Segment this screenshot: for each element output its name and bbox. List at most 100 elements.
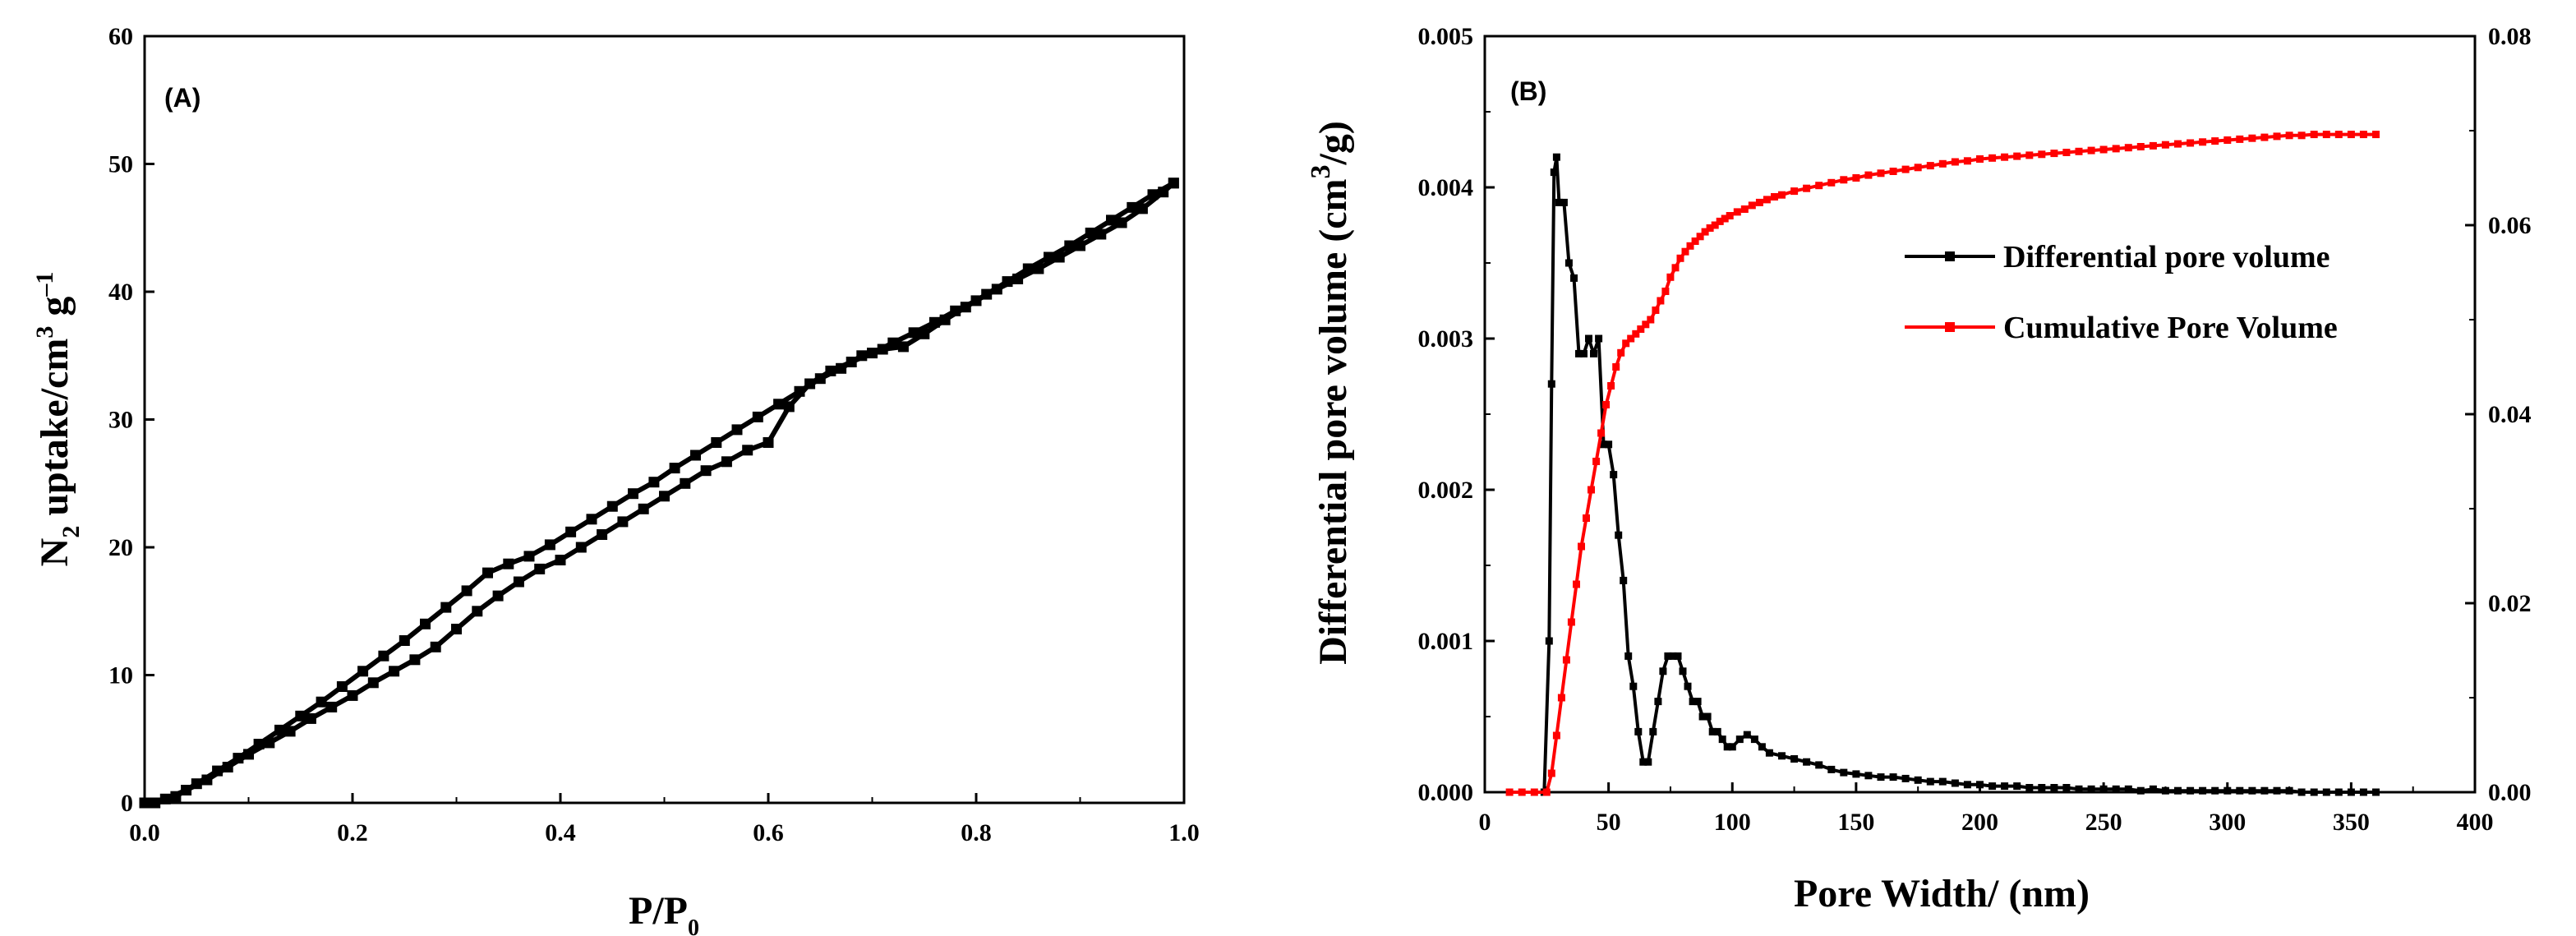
y-tick-label: 0.001 <box>1418 628 1474 655</box>
data-point-cumulative-pore-volume <box>1951 158 1959 166</box>
data-point-cumulative-pore-volume <box>1671 264 1680 272</box>
legend-label-differential: Differential pore volume <box>2003 240 2330 274</box>
data-point-desorption <box>1127 201 1138 213</box>
y-tick-label: 0.000 <box>1418 779 1474 806</box>
x-tick-label: 0.4 <box>545 819 576 846</box>
y-label-a-sup: 3 <box>31 326 58 339</box>
x-tick-label: 50 <box>1597 809 1621 836</box>
data-point-differential-pore-volume <box>1545 637 1553 645</box>
data-point-differential-pore-volume <box>2347 788 2355 796</box>
data-point-differential-pore-volume <box>2001 782 2009 791</box>
data-point-cumulative-pore-volume <box>1647 316 1655 324</box>
data-point-cumulative-pore-volume <box>1505 788 1514 796</box>
data-point-differential-pore-volume <box>2112 785 2120 793</box>
data-point-cumulative-pore-volume <box>1612 363 1620 371</box>
data-point-adsorption <box>409 654 421 666</box>
data-point-cumulative-pore-volume <box>1938 159 1947 168</box>
chart-panel-b: 0 50 100 150 200 250 300 350 400 0.000 0.001 0.002 0… <box>1306 23 2532 915</box>
data-point-differential-pore-volume <box>1708 727 1717 735</box>
data-point-cumulative-pore-volume <box>1706 224 1714 232</box>
x-axis-label-a-sub: 0 <box>688 915 699 936</box>
data-point-differential-pore-volume <box>2062 784 2071 791</box>
data-point-differential-pore-volume <box>1827 765 1836 773</box>
data-point-cumulative-pore-volume <box>1597 429 1606 437</box>
data-point-differential-pore-volume <box>1723 743 1731 751</box>
data-point-cumulative-pore-volume <box>1701 228 1709 236</box>
data-point-desorption <box>170 791 182 802</box>
data-point-desorption <box>648 477 660 488</box>
data-point-adsorption <box>389 666 400 677</box>
data-point-differential-pore-volume <box>1575 349 1583 357</box>
data-point-differential-pore-volume <box>1624 652 1633 660</box>
data-point-desorption <box>586 514 597 525</box>
data-point-cumulative-pore-volume <box>1877 169 1885 178</box>
data-point-adsorption <box>555 555 566 565</box>
data-point-cumulative-pore-volume <box>1583 514 1590 522</box>
data-point-cumulative-pore-volume <box>1617 348 1625 357</box>
y-tick-label: 0.005 <box>1418 23 1474 50</box>
series-group-b <box>1505 131 2380 796</box>
data-point-cumulative-pore-volume <box>2013 152 2021 160</box>
data-point-cumulative-pore-volume <box>2285 131 2293 140</box>
y-label-a-mid2: g <box>33 297 76 326</box>
y-tick-label: 60 <box>108 23 133 50</box>
data-point-cumulative-pore-volume <box>1661 288 1670 295</box>
data-point-desorption <box>690 450 701 461</box>
legend-marker-differential <box>1945 251 1955 261</box>
x-tick-label: 0.2 <box>337 819 368 846</box>
data-point-differential-pore-volume <box>2236 786 2244 795</box>
data-point-cumulative-pore-volume <box>1578 542 1585 551</box>
data-point-differential-pore-volume <box>1864 772 1873 780</box>
x-tick-label: 400 <box>2457 809 2494 836</box>
data-point-cumulative-pore-volume <box>2136 143 2145 150</box>
data-point-cumulative-pore-volume <box>1815 182 1823 190</box>
y-tick-label: 10 <box>108 662 133 689</box>
data-point-adsorption <box>721 456 732 468</box>
data-point-differential-pore-volume <box>1595 334 1603 343</box>
data-point-cumulative-pore-volume <box>1657 297 1665 305</box>
data-point-desorption <box>1168 178 1179 189</box>
data-point-cumulative-pore-volume <box>1642 320 1650 329</box>
y-label-b-main: Differential pore volume (cm <box>1311 178 1355 664</box>
data-point-differential-pore-volume <box>2013 782 2021 791</box>
data-point-differential-pore-volume <box>1778 752 1786 760</box>
panel-label-a: (A) <box>164 83 200 113</box>
x-tick-label: 200 <box>1961 809 1998 836</box>
data-point-adsorption <box>908 327 919 339</box>
data-point-adsorption <box>513 576 524 588</box>
data-point-desorption <box>399 635 410 646</box>
data-point-cumulative-pore-volume <box>2334 131 2343 139</box>
data-point-differential-pore-volume <box>1560 198 1568 206</box>
data-point-desorption <box>1106 214 1117 226</box>
x-tick-label: 150 <box>1837 809 1874 836</box>
data-point-desorption <box>773 399 785 410</box>
data-point-desorption <box>1022 263 1034 274</box>
data-point-cumulative-pore-volume <box>2124 144 2132 152</box>
data-point-desorption <box>1064 240 1076 251</box>
data-point-cumulative-pore-volume <box>1827 178 1836 187</box>
x-tick-label: 0.0 <box>129 819 160 846</box>
data-point-differential-pore-volume <box>1790 755 1799 763</box>
data-point-cumulative-pore-volume <box>1748 201 1756 210</box>
data-point-differential-pore-volume <box>2334 788 2343 796</box>
x-tick-label: 350 <box>2333 809 2370 836</box>
data-point-differential-pore-volume <box>1585 334 1592 343</box>
y-axis-label-a: N2 uptake/cm3 g–1 <box>31 272 85 567</box>
data-point-differential-pore-volume <box>2075 785 2083 793</box>
data-point-desorption <box>440 602 452 613</box>
y-tick-label: 20 <box>108 534 133 561</box>
data-point-differential-pore-volume <box>2087 785 2095 793</box>
data-point-differential-pore-volume <box>1743 731 1751 739</box>
y-tick-label: 0.003 <box>1418 325 1474 353</box>
data-point-adsorption <box>430 641 441 652</box>
data-point-differential-pore-volume <box>2285 786 2293 795</box>
data-point-adsorption <box>139 797 150 809</box>
y-label-b-sup: 3 <box>1306 164 1336 178</box>
data-point-adsorption <box>680 477 691 489</box>
data-point-adsorption <box>763 437 774 448</box>
data-point-cumulative-pore-volume <box>1518 788 1526 796</box>
data-point-differential-pore-volume <box>1547 380 1555 388</box>
data-point-cumulative-pore-volume <box>1963 157 1971 165</box>
data-point-cumulative-pore-volume <box>1914 164 1922 172</box>
